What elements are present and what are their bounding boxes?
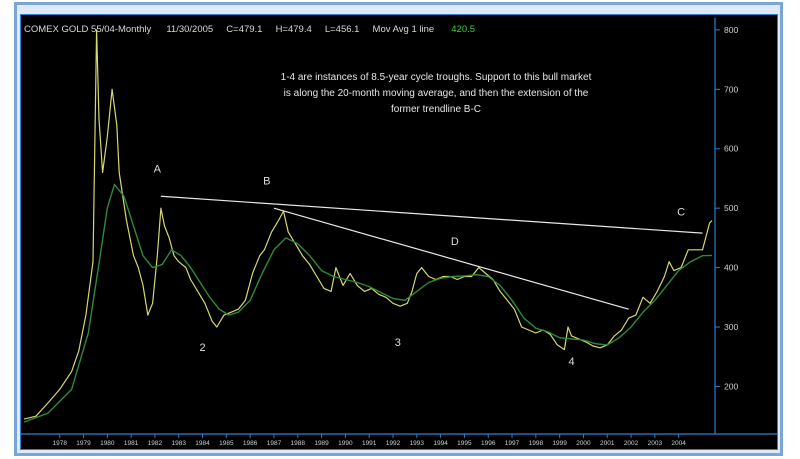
x-tick-label: 1998 (529, 440, 544, 447)
gold-price-chart: COMEX GOLD 55/04-Monthly 11/30/2005 C=47… (20, 14, 778, 450)
x-tick-label: 1992 (386, 440, 401, 447)
header-symbol: COMEX GOLD 55/04-Monthly (24, 24, 151, 35)
x-tick-label: 1981 (124, 440, 139, 447)
x-tick-label: 1989 (314, 440, 329, 447)
chart-trendlines (160, 195, 703, 310)
point-label-C: C (677, 206, 685, 218)
x-tick-label: 1979 (76, 440, 91, 447)
point-label-D: D (451, 236, 459, 248)
point-label-4: 4 (568, 356, 574, 368)
header-indicator-value: 420.5 (451, 24, 475, 35)
x-tick-label: 1996 (481, 440, 496, 447)
x-tick-label: 1995 (457, 440, 472, 447)
y-tick-label: 200 (724, 381, 738, 391)
chart-series (23, 29, 713, 423)
y-tick-label: 500 (724, 203, 738, 213)
x-tick-label: 1987 (267, 440, 282, 447)
y-tick-label: 400 (724, 263, 738, 273)
x-tick-label: 1985 (219, 440, 234, 447)
x-tick-label: 1993 (410, 440, 425, 447)
annotation-line-1: 1-4 are instances of 8.5-year cycle trou… (281, 72, 592, 83)
x-tick-label: 1982 (148, 440, 163, 447)
x-tick-label: 2004 (671, 440, 686, 447)
annotation-line-3: former trendline B-C (391, 104, 481, 115)
x-tick-label: 1978 (52, 440, 67, 447)
x-tick-label: 1986 (243, 440, 258, 447)
y-tick-label: 700 (724, 84, 738, 94)
header-date: 11/30/2005 (166, 24, 213, 35)
point-label-3: 3 (395, 337, 401, 349)
x-tick-label: 2003 (648, 440, 663, 447)
point-label-2: 2 (199, 342, 205, 354)
x-tick-label: 1984 (195, 440, 210, 447)
x-tick-label: 2002 (624, 440, 639, 447)
point-label-B: B (263, 175, 270, 187)
moving-average-line (23, 183, 713, 423)
chart-labels: A B D C 2 3 4 (154, 164, 685, 369)
x-tick-label: 2001 (600, 440, 615, 447)
y-axis-ticks: 200 300 400 500 600 700 800 (715, 25, 738, 391)
chart-background (20, 14, 778, 450)
x-tick-label: 1997 (505, 440, 520, 447)
x-tick-label: 1980 (100, 440, 115, 447)
y-tick-label: 600 (724, 144, 738, 154)
chart-header: COMEX GOLD 55/04-Monthly 11/30/2005 C=47… (24, 17, 475, 36)
header-low: L=456.1 (325, 24, 360, 35)
y-tick-label: 300 (724, 322, 738, 332)
x-tick-label: 1988 (291, 440, 306, 447)
x-tick-label: 1983 (172, 440, 187, 447)
x-axis-ticks: 1978 1979 1980 1981 1982 1983 1984 1985 1986 1987… (52, 434, 686, 447)
header-indicator: Mov Avg 1 line (373, 24, 435, 35)
header-high: H=479.4 (276, 24, 312, 35)
header-close: C=479.1 (226, 24, 262, 35)
x-tick-label: 1991 (362, 440, 377, 447)
trendline-2 (273, 207, 629, 310)
x-tick-label: 1999 (552, 440, 567, 447)
x-tick-label: 2000 (576, 440, 591, 447)
trendline-1 (160, 195, 703, 234)
x-tick-label: 1990 (338, 440, 353, 447)
point-label-A: A (154, 164, 162, 176)
annotation-line-2: is along the 20-month moving average, an… (284, 88, 589, 99)
y-tick-label: 800 (724, 25, 738, 35)
x-tick-label: 1994 (433, 440, 448, 447)
price-series-line (23, 29, 713, 420)
